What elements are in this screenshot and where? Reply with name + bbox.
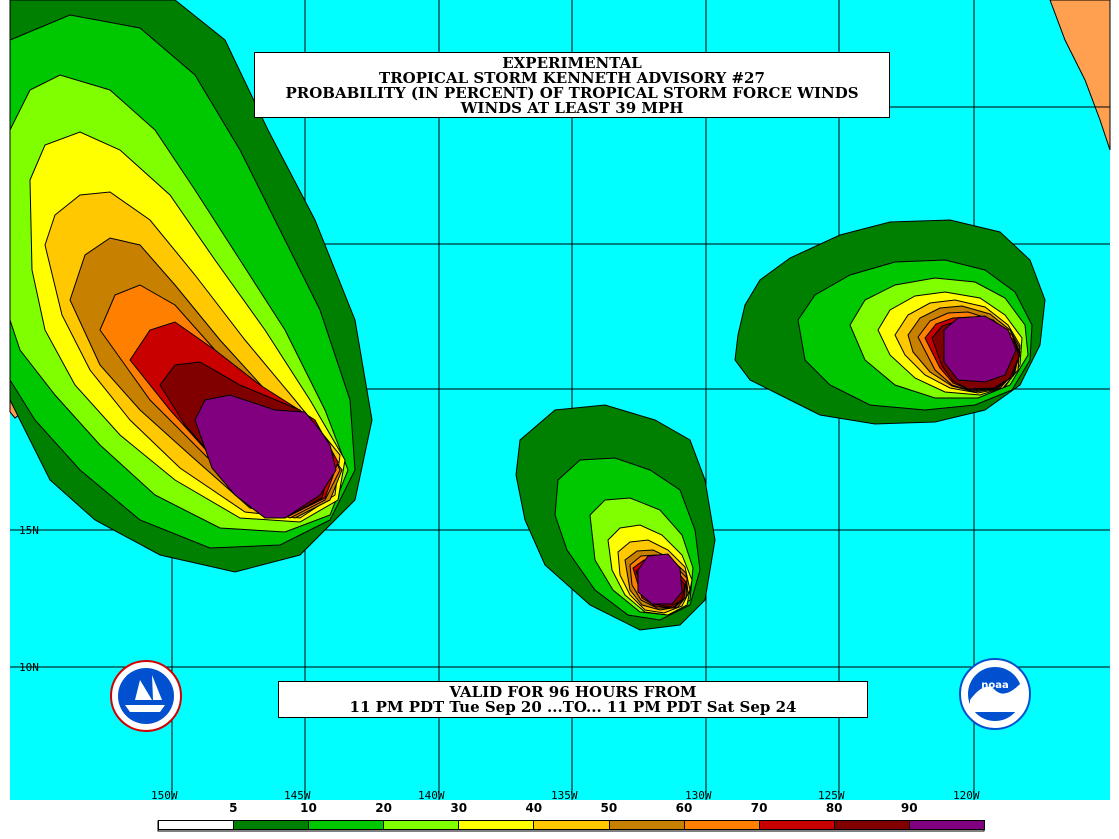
legend-swatch: [908, 820, 985, 830]
legend-swatch: [533, 820, 610, 830]
noaa-logo: noaa: [959, 658, 1031, 730]
lon-label-140w: 140W: [418, 789, 445, 802]
legend-swatch: [233, 820, 310, 830]
swath-northwest: [9, 0, 373, 573]
legend-label: 20: [375, 801, 392, 815]
lon-label-125w: 125W: [818, 789, 845, 802]
lat-label-15n: 15N: [19, 524, 39, 537]
legend-label: 10: [300, 801, 317, 815]
valid-line-1: VALID FOR 96 HOURS FROM: [449, 683, 697, 701]
lon-label-150w: 150W: [151, 789, 178, 802]
lon-label-145w: 145W: [284, 789, 311, 802]
title-box: EXPERIMENTAL TROPICAL STORM KENNETH ADVI…: [254, 52, 890, 118]
legend-swatch: [308, 820, 385, 830]
lon-label-120w: 120W: [953, 789, 980, 802]
valid-line-2: 11 PM PDT Tue Sep 20 ...TO... 11 PM PDT …: [349, 698, 797, 716]
land-mexico: [1049, 0, 1111, 151]
legend-swatch: [683, 820, 760, 830]
legend-swatch: [158, 820, 235, 830]
swath-central: [515, 404, 716, 631]
title-line-4: WINDS AT LEAST 39 MPH: [460, 99, 684, 117]
legend-label: 80: [825, 801, 843, 815]
legend-swatch: [608, 820, 685, 830]
swath-east: [734, 219, 1046, 425]
legend-label: 60: [675, 801, 693, 815]
nws-logo: [110, 660, 182, 732]
legend-swatch: [758, 820, 835, 830]
legend-label: 40: [525, 801, 543, 815]
title-line-2: TROPICAL STORM KENNETH ADVISORY #27: [379, 69, 765, 87]
lat-label-10n: 10N: [19, 661, 39, 674]
valid-period-box: VALID FOR 96 HOURS FROM 11 PM PDT Tue Se…: [278, 681, 868, 718]
legend-swatch: [833, 820, 910, 830]
legend-label: 5: [229, 801, 238, 815]
legend-label: 50: [600, 801, 618, 815]
legend-swatch: [458, 820, 535, 830]
title-line-3: PROBABILITY (IN PERCENT) OF TROPICAL STO…: [285, 84, 859, 102]
legend-swatch: [383, 820, 460, 830]
lon-label-135w: 135W: [551, 789, 578, 802]
legend-label: 30: [450, 801, 468, 815]
lon-label-130w: 130W: [685, 789, 712, 802]
legend-label: 90: [900, 801, 918, 815]
legend-label: 70: [750, 801, 768, 815]
svg-text:noaa: noaa: [981, 680, 1009, 691]
title-line-1: EXPERIMENTAL: [502, 54, 642, 72]
